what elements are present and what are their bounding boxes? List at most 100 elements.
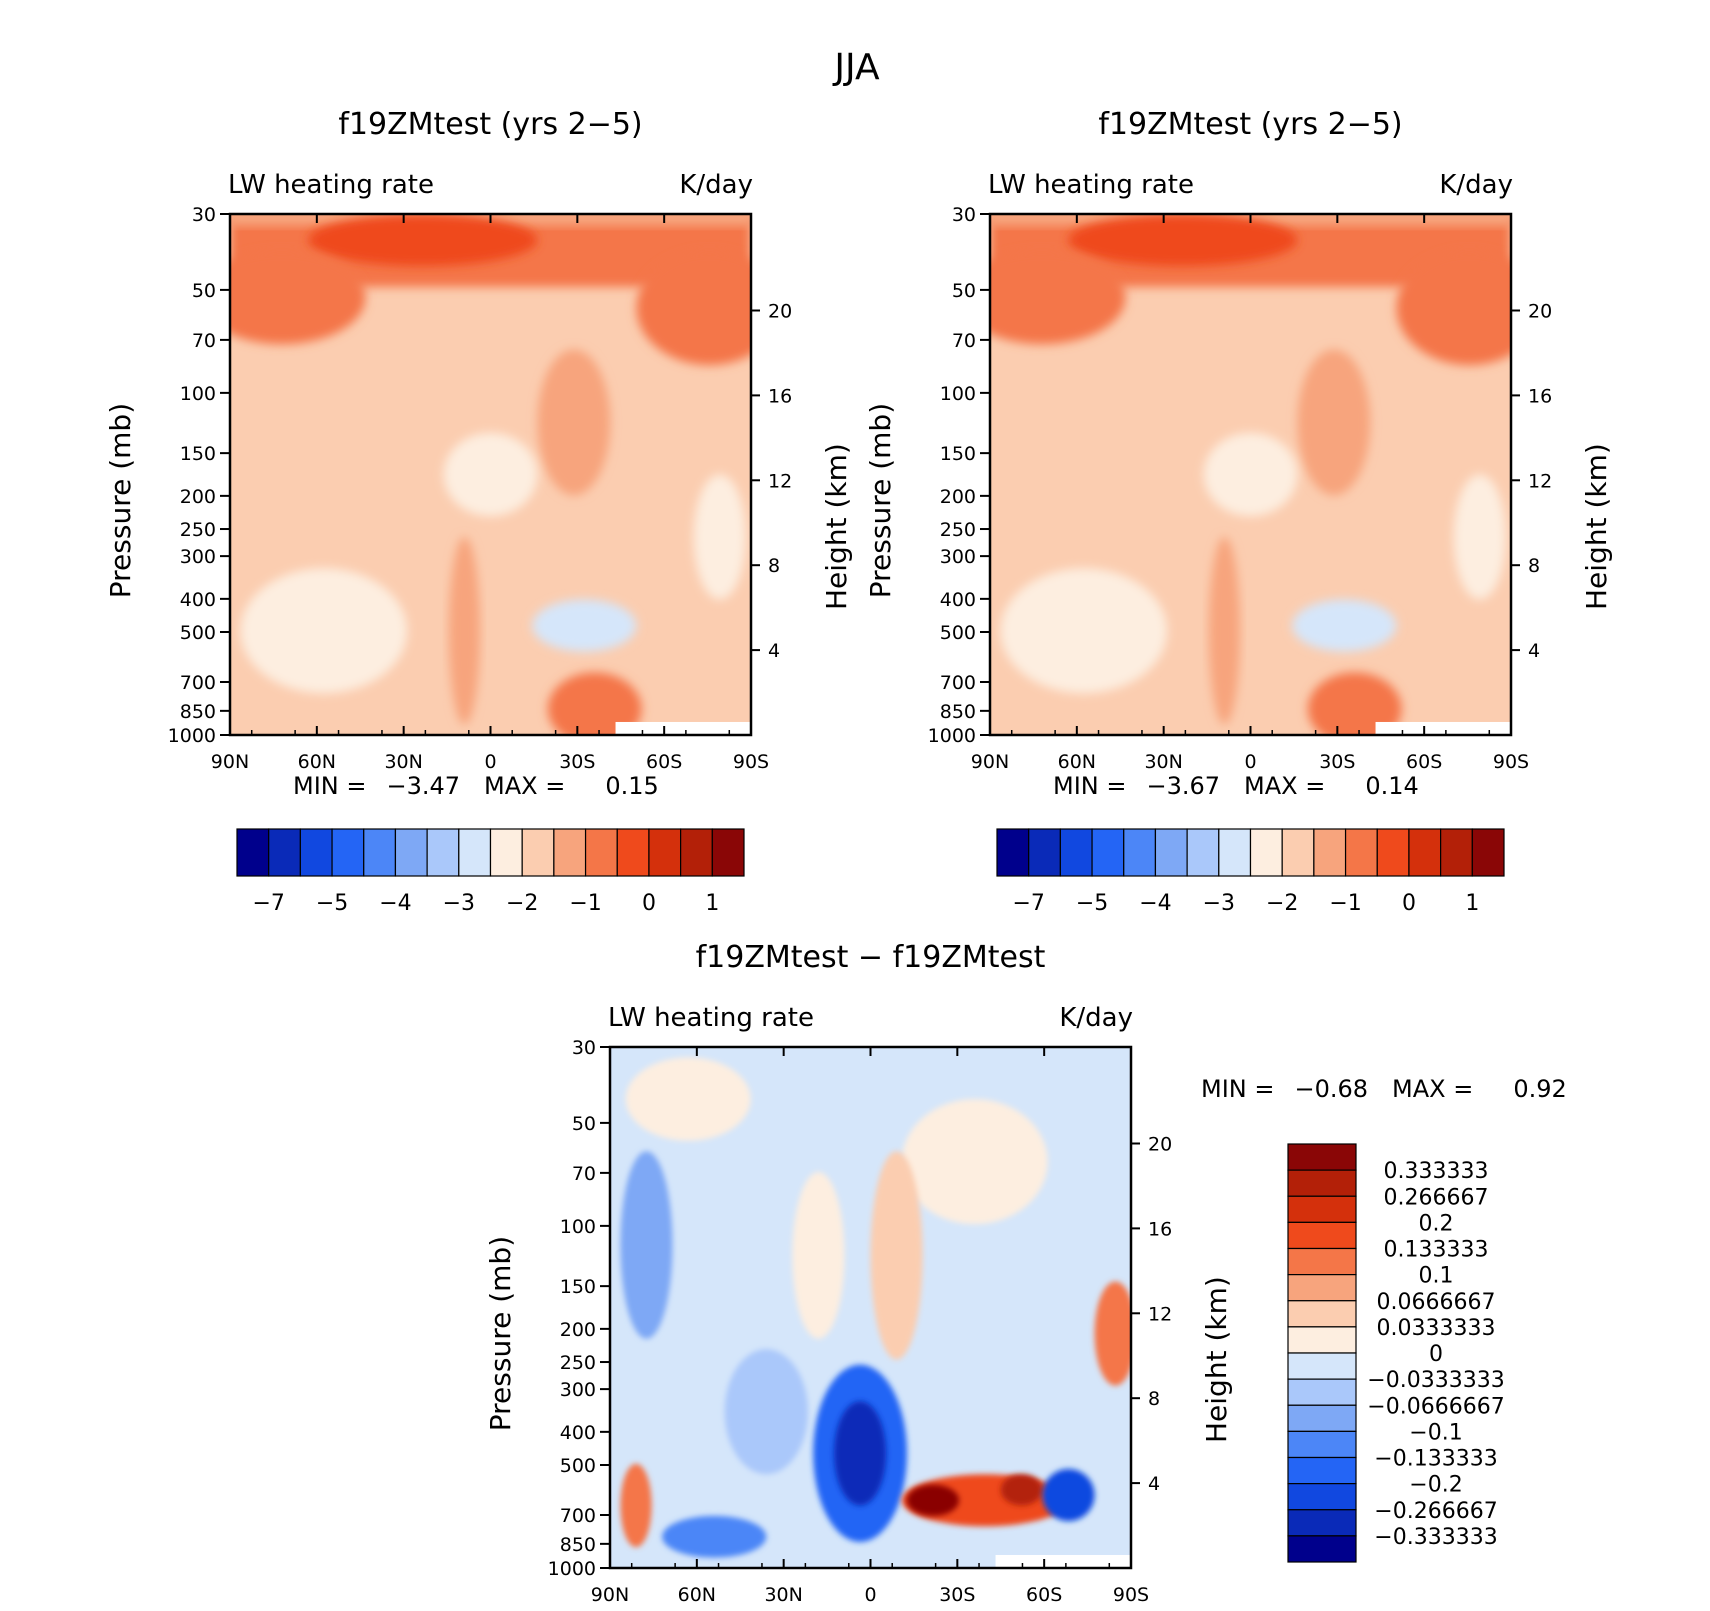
colorbar-swatch — [1154, 828, 1188, 877]
colorbar-swatch — [1287, 1326, 1357, 1354]
colorbar-label: −1 — [1329, 891, 1361, 916]
colorbar-label: −0.0333333 — [1367, 1368, 1504, 1393]
y-tick-label: 300 — [560, 1379, 596, 1401]
x-tick-label: 0 — [1244, 751, 1256, 773]
y-right-tick-label: 12 — [768, 470, 792, 492]
colorbar: 0.3333330.2666670.20.1333330.10.06666670… — [1287, 1143, 1505, 1563]
field-region — [1042, 1469, 1095, 1522]
field-region — [547, 672, 642, 735]
min-max-summary: MIN = −0.68 MAX = 0.92 — [1201, 1075, 1567, 1103]
units-label: K/day — [1059, 1003, 1133, 1033]
y-tick-label: 500 — [180, 622, 216, 644]
colorbar-swatch — [1376, 828, 1410, 877]
colorbar-swatch — [521, 828, 555, 877]
min-label: MIN = — [1053, 772, 1126, 800]
colorbar-label: 0.333333 — [1384, 1159, 1489, 1184]
colorbar-swatch — [1287, 1247, 1357, 1276]
x-tick-label: 30S — [1319, 751, 1355, 773]
y-tick-label: 200 — [180, 486, 216, 508]
max-value: 0.14 — [1365, 772, 1418, 800]
y-tick-label: 30 — [572, 1037, 596, 1059]
y-tick-label: 50 — [192, 280, 216, 302]
y-right-tick-label: 20 — [768, 300, 792, 322]
x-tick-label: 60N — [298, 751, 336, 773]
field-region — [1094, 1281, 1131, 1386]
y-tick-label: 500 — [940, 622, 976, 644]
field-region — [834, 1401, 887, 1506]
colorbar: −7 −5 −4 −3 −2 −1 0 1 — [236, 828, 745, 916]
field-region — [443, 432, 538, 517]
y-tick-label: 150 — [180, 443, 216, 465]
colorbar-label: 0 — [1402, 891, 1416, 916]
max-label: MAX = — [484, 772, 565, 800]
min-max-summary: MIN = −3.67 MAX = 0.14 — [1053, 772, 1419, 800]
y-tick-label: 250 — [940, 519, 976, 541]
y-right-tick-label: 16 — [1528, 385, 1552, 407]
colorbar-swatch — [1249, 828, 1283, 877]
missing-data — [1375, 721, 1511, 735]
panel-right: f19ZMtest (yrs 2−5) LW heating rate K/day 9… — [864, 107, 1613, 916]
colorbar-label: 0.2 — [1419, 1211, 1454, 1236]
max-label: MAX = — [1244, 772, 1325, 800]
y-tick-label: 250 — [560, 1352, 596, 1374]
colorbar-swatch — [426, 828, 460, 877]
y-right-tick-label: 16 — [1148, 1218, 1172, 1240]
colorbar-label: −0.333333 — [1374, 1525, 1497, 1550]
colorbar-label: −1 — [569, 891, 601, 916]
field-region — [532, 599, 637, 652]
colorbar-swatch — [1287, 1352, 1357, 1380]
colorbar-label: 1 — [705, 891, 719, 916]
contour-field — [610, 1047, 1131, 1568]
colorbar-swatch — [458, 828, 492, 877]
colorbar-swatch — [711, 828, 745, 877]
panel-difference: f19ZMtest − f19ZMtest LW heating rate K/da… — [484, 940, 1567, 1606]
x-tick-label: 90N — [211, 751, 249, 773]
x-tick-label: 30S — [939, 1584, 975, 1606]
y-tick-label: 850 — [560, 1534, 596, 1556]
x-tick-label: 90S — [733, 751, 769, 773]
colorbar-swatch — [1287, 1274, 1357, 1302]
colorbar-label: −0.0666667 — [1367, 1394, 1504, 1419]
x-tick-label: 30N — [384, 751, 422, 773]
colorbar-swatch — [1344, 828, 1378, 877]
field-region — [693, 474, 746, 600]
field-region — [448, 537, 481, 725]
y-right-axis-title: Height (km) — [820, 443, 853, 610]
max-label: MAX = — [1392, 1075, 1473, 1103]
y-axis-title: Pressure (mb) — [104, 403, 137, 598]
colorbar-swatch — [1313, 828, 1347, 877]
colorbar-label: −2 — [506, 891, 538, 916]
field-region — [636, 250, 751, 366]
y-tick-label: 500 — [560, 1455, 596, 1477]
missing-data — [995, 1554, 1131, 1568]
field-region — [1000, 568, 1168, 694]
y-tick-label: 70 — [572, 1163, 596, 1185]
y-right-tick-label: 4 — [768, 640, 780, 662]
min-value: −3.47 — [386, 772, 460, 800]
colorbar-swatch — [553, 828, 587, 877]
colorbar-label: 1 — [1465, 891, 1479, 916]
colorbar-label: −5 — [1076, 891, 1108, 916]
colorbar-label: −7 — [252, 891, 284, 916]
min-label: MIN = — [1201, 1075, 1274, 1103]
y-tick-label: 400 — [560, 1422, 596, 1444]
colorbar-swatch — [1059, 828, 1093, 877]
contour-field — [990, 214, 1511, 735]
colorbar-label: 0.0333333 — [1377, 1316, 1496, 1341]
field-region — [620, 1463, 652, 1548]
y-tick-label: 50 — [572, 1113, 596, 1135]
y-tick-label: 50 — [952, 280, 976, 302]
colorbar-swatch — [1287, 1300, 1357, 1328]
y-tick-label: 30 — [192, 204, 216, 226]
colorbar-swatch — [1123, 828, 1157, 877]
field-region — [1068, 214, 1298, 267]
colorbar-swatch — [1287, 1509, 1357, 1537]
colorbar-label: −2 — [1266, 891, 1298, 916]
panel-left: f19ZMtest (yrs 2−5) LW heating rate K/day 9… — [104, 107, 853, 916]
y-tick-label: 200 — [940, 486, 976, 508]
x-tick-label: 90S — [1493, 751, 1529, 773]
y-right-tick-label: 8 — [1148, 1388, 1160, 1410]
colorbar: −7 −5 −4 −3 −2 −1 0 1 — [996, 828, 1505, 916]
y-tick-label: 1000 — [928, 725, 976, 747]
y-tick-label: 400 — [180, 589, 216, 611]
